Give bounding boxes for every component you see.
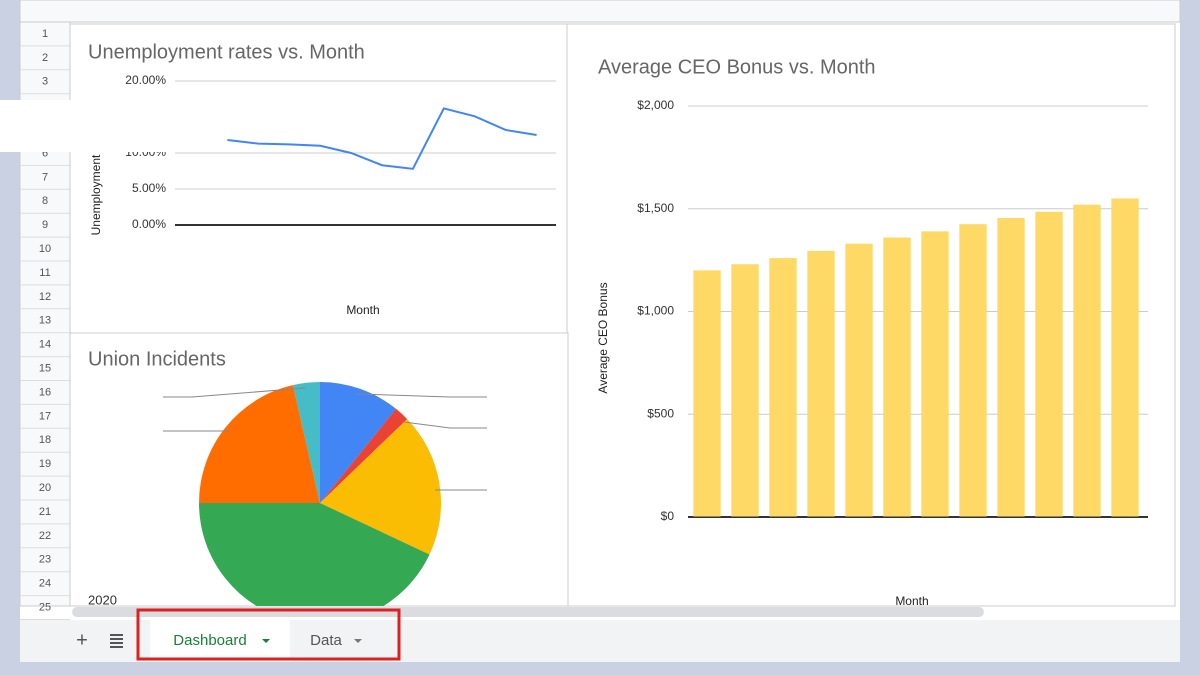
highlight-box <box>136 608 401 661</box>
add-sheet-button[interactable]: + <box>76 629 88 651</box>
bar <box>921 231 949 518</box>
pie-slice <box>292 382 320 503</box>
row-number: 7 <box>42 171 48 183</box>
row-number: 17 <box>39 410 51 422</box>
bar <box>845 243 873 517</box>
row-number: 6 <box>42 147 48 159</box>
bar <box>997 217 1025 517</box>
y-axis-label: Unemployment <box>89 154 103 235</box>
chart-title: Average CEO Bonus vs. Month <box>598 56 876 78</box>
row-number: 24 <box>39 578 51 590</box>
column-header <box>19 0 1181 23</box>
y-axis-label: Average CEO Bonus <box>596 282 610 393</box>
tab-menu-arrow[interactable] <box>262 639 270 643</box>
tab-label[interactable]: Data <box>310 632 342 649</box>
y-tick-label: 0.00% <box>132 217 166 231</box>
y-tick-label: $0 <box>661 509 675 523</box>
bar <box>1073 204 1101 517</box>
chart-frame <box>69 23 568 334</box>
overlay-box <box>0 100 168 152</box>
x-axis-label: Month <box>895 594 928 608</box>
charts: Unemployment rates vs. Month0.00%5.00%10… <box>88 41 1148 608</box>
y-tick-label: 5.00% <box>132 181 166 195</box>
row-number: 3 <box>42 76 48 88</box>
tab-label[interactable]: Dashboard <box>173 632 246 649</box>
chart-title: Unemployment rates vs. Month <box>88 41 365 63</box>
row-number: 20 <box>39 482 51 494</box>
bar <box>883 237 911 517</box>
pie-slice <box>199 503 430 606</box>
all-sheets-button[interactable] <box>110 634 123 648</box>
pie-slice <box>199 385 320 503</box>
row-number: 23 <box>39 554 51 566</box>
row-number: 10 <box>39 243 51 255</box>
row-number: 9 <box>42 219 48 231</box>
y-tick-label: $500 <box>647 406 674 420</box>
row-number: 12 <box>39 291 51 303</box>
row-number: 19 <box>39 458 51 470</box>
chart-title: Union Incidents <box>88 348 226 370</box>
row-number: 8 <box>42 195 48 207</box>
row-number: 21 <box>39 506 51 518</box>
row-number: 16 <box>39 386 51 398</box>
leader-line <box>356 393 487 398</box>
bar <box>807 250 835 517</box>
leader-line <box>403 421 487 429</box>
bar <box>1035 211 1063 517</box>
row-number: 1 <box>42 28 48 40</box>
line-series <box>227 107 537 170</box>
row-number: 2 <box>42 52 48 64</box>
y-tick-label: $1,000 <box>637 304 674 318</box>
bar <box>731 264 759 517</box>
bar <box>693 270 721 517</box>
pie-slice <box>320 382 396 503</box>
y-tick-label: $2,000 <box>637 98 674 112</box>
bar <box>769 258 797 517</box>
bar <box>1111 198 1139 517</box>
y-tick-label: $1,500 <box>637 201 674 215</box>
pie-slice <box>320 408 408 503</box>
row-number: 11 <box>39 267 50 279</box>
annotation: 2020 <box>88 592 117 607</box>
bar <box>959 224 987 517</box>
tab-menu-arrow[interactable] <box>354 639 362 643</box>
row-number: 15 <box>39 363 51 375</box>
row-number: 13 <box>39 315 51 327</box>
row-number: 14 <box>39 339 51 351</box>
x-axis-label: Month <box>346 303 379 317</box>
y-tick-label: 20.00% <box>125 73 166 87</box>
row-number: 18 <box>39 434 51 446</box>
pie-slice <box>320 419 441 555</box>
row-number: 25 <box>39 602 51 614</box>
leader-line <box>163 387 306 398</box>
row-number: 22 <box>39 530 51 542</box>
